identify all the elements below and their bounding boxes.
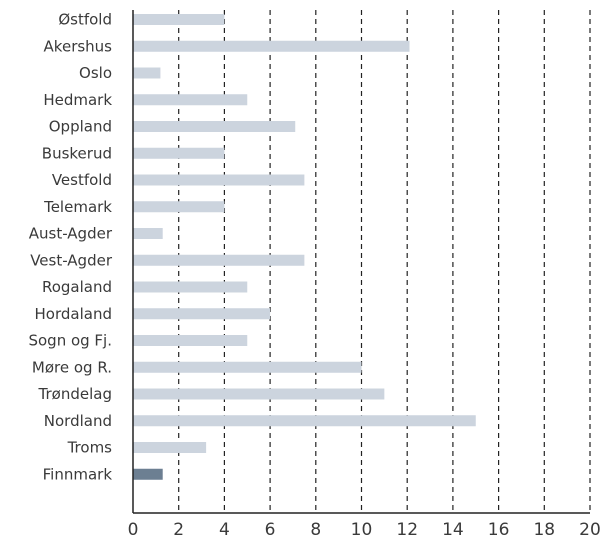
bar-9 bbox=[133, 254, 305, 266]
bar-11 bbox=[133, 308, 271, 320]
category-label-7: Telemark bbox=[43, 198, 112, 216]
category-label-13: Møre og R. bbox=[32, 358, 112, 376]
x-tick-label-6: 12 bbox=[396, 520, 418, 537]
bar-4 bbox=[133, 121, 296, 132]
category-label-2: Oslo bbox=[79, 64, 112, 82]
category-label-5: Buskerud bbox=[42, 144, 112, 162]
bar-3 bbox=[133, 94, 248, 106]
x-tick-label-9: 18 bbox=[533, 520, 555, 537]
bar-17 bbox=[133, 468, 163, 480]
category-label-4: Oppland bbox=[49, 118, 112, 136]
x-tick-label-10: 20 bbox=[579, 520, 601, 537]
category-label-1: Akershus bbox=[44, 37, 113, 55]
category-label-12: Sogn og Fj. bbox=[28, 332, 112, 350]
x-tick-label-0: 0 bbox=[128, 520, 139, 537]
x-tick-label-5: 10 bbox=[351, 520, 373, 537]
x-tick-label-2: 4 bbox=[219, 520, 230, 537]
bar-0 bbox=[133, 14, 225, 25]
category-label-9: Vest-Agder bbox=[30, 251, 113, 269]
x-tick-label-3: 6 bbox=[265, 520, 276, 537]
category-label-6: Vestfold bbox=[52, 171, 112, 189]
category-label-0: Østfold bbox=[58, 11, 112, 29]
x-tick-label-1: 2 bbox=[173, 520, 184, 537]
category-label-14: Trøndelag bbox=[38, 385, 112, 403]
bar-16 bbox=[133, 442, 207, 453]
bar-14 bbox=[133, 388, 385, 400]
bar-8 bbox=[133, 228, 163, 239]
x-tick-label-4: 8 bbox=[310, 520, 321, 537]
category-label-11: Hordaland bbox=[35, 305, 112, 323]
category-label-3: Hedmark bbox=[43, 91, 112, 109]
bar-2 bbox=[133, 67, 161, 79]
bar-12 bbox=[133, 335, 248, 346]
category-label-16: Troms bbox=[67, 439, 113, 457]
bar-5 bbox=[133, 147, 225, 159]
category-label-10: Rogaland bbox=[42, 278, 112, 296]
bar-15 bbox=[133, 415, 476, 427]
category-label-15: Nordland bbox=[44, 412, 112, 430]
bar-7 bbox=[133, 201, 225, 213]
category-label-17: Finnmark bbox=[43, 465, 113, 483]
x-tick-label-7: 14 bbox=[442, 520, 464, 537]
bar-6 bbox=[133, 174, 305, 186]
x-tick-label-8: 16 bbox=[488, 520, 510, 537]
bar-13 bbox=[133, 361, 362, 373]
bar-1 bbox=[133, 40, 410, 52]
bar-10 bbox=[133, 281, 248, 293]
category-label-8: Aust-Agder bbox=[29, 225, 113, 243]
